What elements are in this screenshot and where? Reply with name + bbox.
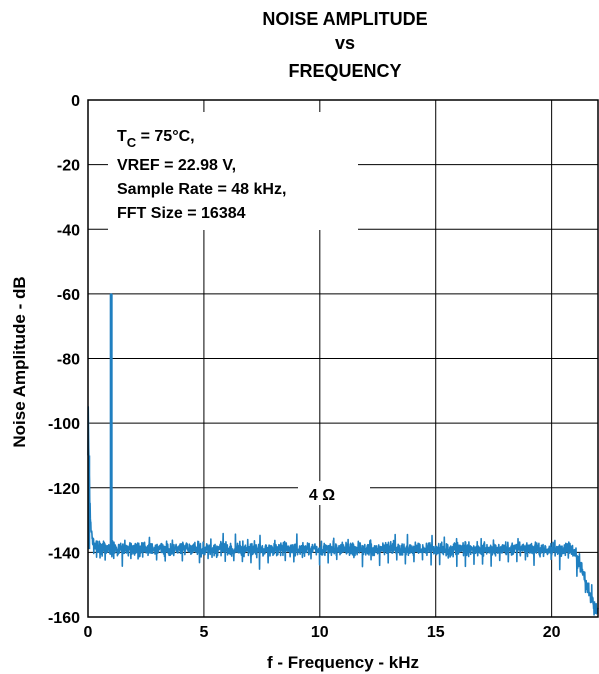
y-tick-label-8: -160 — [48, 610, 80, 627]
y-tick-label-5: -100 — [48, 416, 80, 433]
y-tick-label-1: -20 — [57, 158, 80, 175]
tc-symbol: T — [117, 128, 127, 145]
conditions-box-bg — [108, 112, 358, 230]
load-annotation-bg — [298, 481, 370, 505]
plot-frame — [87, 99, 599, 618]
x-tick-label-1: 5 — [199, 624, 208, 641]
chart-title-line-1: NOISE AMPLITUDE — [262, 9, 427, 29]
tc-value: = 75°C, — [136, 128, 194, 145]
tick-labels: 0 5 10 15 20 0 -20 -40 -60 -80 -100 -120 -140 -160 — [48, 93, 561, 641]
y-tick-label-0: 0 — [71, 93, 80, 110]
chart-title-line-3: FREQUENCY — [288, 61, 401, 81]
sample-rate-label: Sample Rate = 48 kHz, — [117, 181, 286, 198]
tc-subscript: C — [127, 135, 137, 150]
series-layer — [87, 293, 599, 616]
load-annotation-text: 4 Ω — [309, 487, 335, 504]
tc-label: TC = 75°C, — [117, 128, 195, 150]
vref-label: VREF = 22.98 V, — [117, 157, 236, 174]
load-annotation: 4 Ω — [298, 481, 370, 505]
x-tick-label-2: 10 — [311, 624, 329, 641]
conditions-box: TC = 75°C, VREF = 22.98 V, Sample Rate =… — [108, 112, 358, 230]
x-axis-label: f - Frequency - kHz — [267, 653, 419, 672]
chart-title-line-2: vs — [335, 33, 355, 53]
fft-size-label: FFT Size = 16384 — [117, 205, 246, 222]
y-tick-label-6: -120 — [48, 481, 80, 498]
y-tick-label-4: -80 — [57, 352, 80, 369]
y-tick-label-7: -140 — [48, 545, 80, 562]
y-axis-label: Noise Amplitude - dB — [10, 276, 29, 447]
x-tick-label-4: 20 — [543, 624, 561, 641]
y-tick-label-2: -40 — [57, 222, 80, 239]
noise-spectrum-trace — [87, 293, 599, 616]
x-tick-label-0: 0 — [84, 624, 93, 641]
x-tick-label-3: 15 — [427, 624, 445, 641]
y-tick-label-3: -60 — [57, 287, 80, 304]
